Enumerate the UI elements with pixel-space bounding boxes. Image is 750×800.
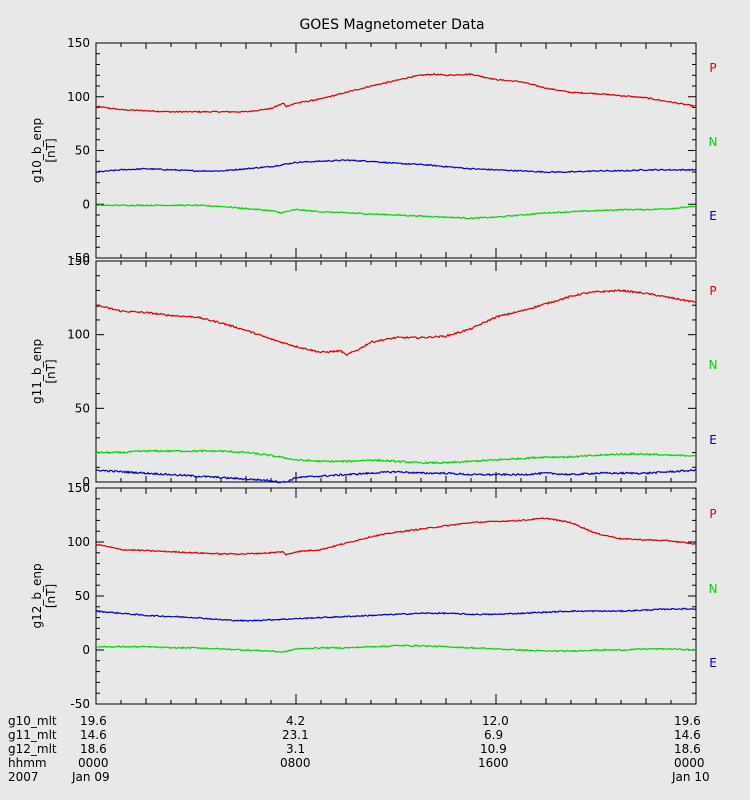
y-axis-unit: [nT] [44, 359, 58, 383]
series-label-N: N [709, 358, 718, 372]
y-tick-label: 100 [67, 535, 90, 549]
series-label-N: N [709, 135, 718, 149]
series-line-N [95, 607, 697, 623]
y-tick-label: 150 [67, 254, 90, 268]
footer-value: 14.6 [674, 728, 701, 742]
panel-g11_b_enp: 0 50 100 150 g11_b_enp [nT] P N E [30, 254, 717, 489]
series-line-E [95, 644, 697, 654]
series-label-N: N [709, 582, 718, 596]
footer-label: g11_mlt [8, 728, 57, 742]
footer-row-g12: g12_mlt 18.6 3.1 10.9 18.6 [0, 742, 750, 756]
y-tick-label: -50 [70, 697, 90, 711]
series-line-N [95, 159, 697, 174]
footer-value: 1600 [478, 756, 509, 770]
footer-label: hhmm [8, 756, 47, 770]
footer-value: Jan 09 [72, 770, 110, 784]
plot-frame [95, 487, 697, 705]
footer-row-g11: g11_mlt 14.6 23.1 6.9 14.6 [0, 728, 750, 742]
y-axis-unit: [nT] [44, 584, 58, 608]
y-tick-label: 100 [67, 328, 90, 342]
y-tick-label: 0 [82, 197, 90, 211]
chart-title: GOES Magnetometer Data [299, 17, 484, 33]
series-line-P [95, 288, 697, 357]
series-label-E: E [709, 433, 717, 447]
footer-row-hhmm: hhmm 0000 0800 1600 0000 [0, 756, 750, 770]
footer-value: 0000 [674, 756, 705, 770]
footer-value: 3.1 [286, 742, 306, 756]
series-label-P: P [709, 61, 716, 75]
y-tick-label: 150 [67, 36, 90, 50]
footer-row-g10: g10_mlt 19.6 4.2 12.0 19.6 [0, 714, 750, 728]
y-axis-label: g12_b_enp [30, 563, 44, 628]
footer-value: 4.2 [286, 714, 306, 728]
footer-label: g12_mlt [8, 742, 57, 756]
footer-label: g10_mlt [8, 714, 57, 728]
y-tick-label: -50 [70, 251, 90, 265]
footer-value: 23.1 [282, 728, 309, 742]
series-line-P [95, 72, 696, 114]
footer-value: 14.6 [80, 728, 107, 742]
y-tick-label: 0 [82, 475, 90, 489]
footer-table: g10_mlt 19.6 4.2 12.0 19.6 g11_mlt 14.6 … [0, 714, 750, 800]
footer-value: 0800 [280, 756, 311, 770]
series-label-P: P [709, 284, 716, 298]
y-axis-unit: [nT] [44, 138, 58, 162]
y-tick-label: 50 [75, 589, 90, 603]
footer-value: Jan 10 [672, 770, 710, 784]
footer-value: 18.6 [80, 742, 107, 756]
footer-row-date: 2007 Jan 09 Jan 10 [0, 770, 750, 784]
y-axis-label: g10_b_enp [30, 118, 44, 183]
y-axis-label: g11_b_enp [30, 339, 44, 404]
y-tick-label: 0 [82, 643, 90, 657]
plot-frame [95, 260, 697, 483]
footer-label: 2007 [8, 770, 39, 784]
panel-g12_b_enp: -50 0 50 100 150 g12_b_enp [nT] P N E [30, 481, 717, 711]
series-label-P: P [709, 507, 716, 521]
footer-value: 0000 [78, 756, 109, 770]
footer-value: 10.9 [480, 742, 507, 756]
series-label-E: E [709, 209, 717, 223]
series-line-P [95, 517, 697, 556]
footer-value: 6.9 [484, 728, 504, 742]
series-line-N [95, 449, 697, 465]
footer-value: 18.6 [674, 742, 701, 756]
y-tick-label: 100 [67, 90, 90, 104]
series-label-E: E [709, 656, 717, 670]
footer-value: 12.0 [482, 714, 509, 728]
series-line-E [95, 203, 697, 220]
y-tick-label: 50 [75, 144, 90, 158]
y-tick-label: 50 [75, 401, 90, 415]
plot-frame [95, 42, 697, 259]
footer-value: 19.6 [80, 714, 107, 728]
panel-g10_b_enp: -50 0 50 100 150 g10_b_enp [nT] P N E [30, 36, 717, 265]
footer-value: 19.6 [674, 714, 701, 728]
series-line-E [95, 468, 697, 484]
y-tick-label: 150 [67, 481, 90, 495]
